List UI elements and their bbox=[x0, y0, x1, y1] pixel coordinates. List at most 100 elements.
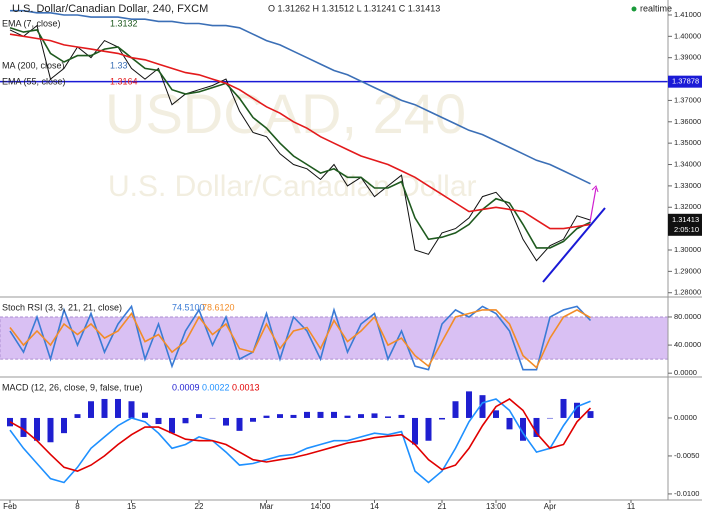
plot-layer bbox=[0, 9, 669, 484]
legend-value: 78.6120 bbox=[202, 302, 235, 312]
histogram-bar bbox=[412, 417, 418, 445]
series-line bbox=[9, 33, 591, 230]
legend-name: EMA (55, close) bbox=[2, 76, 66, 86]
y-tick-label: 1.40000 bbox=[674, 31, 701, 40]
histogram-bar bbox=[196, 414, 202, 418]
x-tick-label: 11 bbox=[627, 502, 636, 511]
y-tick-label: 1.33000 bbox=[674, 181, 701, 190]
panel-title: Stoch RSI (3, 3, 21, 21, close) bbox=[2, 302, 122, 312]
series-line bbox=[9, 24, 591, 262]
series-line bbox=[9, 304, 592, 371]
status-dot bbox=[631, 6, 637, 12]
histogram-bar bbox=[263, 415, 270, 418]
x-tick-label: 22 bbox=[195, 502, 204, 511]
y-tick-label: 1.34000 bbox=[674, 160, 701, 169]
histogram-bar bbox=[250, 417, 256, 422]
histogram-bar bbox=[358, 414, 364, 418]
chart-title: U.S. Dollar/Canadian Dollar, 240, FXCM bbox=[12, 3, 208, 15]
legend-value: 1.3132 bbox=[110, 18, 138, 28]
panel-title: MACD (12, 26, close, 9, false, true) bbox=[2, 382, 143, 392]
status: realtime bbox=[640, 3, 672, 13]
histogram-bar bbox=[533, 417, 540, 437]
x-tick-label: Apr bbox=[544, 502, 557, 511]
y-tick-label: -0.0050 bbox=[674, 451, 699, 460]
legend-value: 0.0013 bbox=[232, 382, 260, 392]
y-tick-label: 40.0000 bbox=[674, 340, 701, 349]
y-tick-label: 80.0000 bbox=[674, 312, 701, 321]
histogram-bar bbox=[277, 414, 283, 418]
x-tick-label: 15 bbox=[127, 502, 136, 511]
series-line bbox=[10, 9, 591, 185]
histogram-bar bbox=[547, 417, 553, 419]
y-tick-label: 1.36000 bbox=[674, 117, 701, 126]
histogram-bar bbox=[20, 417, 27, 437]
histogram-bar bbox=[169, 417, 175, 434]
histogram-bar bbox=[331, 411, 337, 418]
y-tick-label: -0.0100 bbox=[674, 489, 699, 498]
histogram-bar bbox=[479, 395, 486, 418]
histogram-bar bbox=[155, 417, 162, 425]
histogram-bar bbox=[61, 417, 67, 434]
legend-value: 1.3164 bbox=[110, 76, 138, 86]
y-tick-label: 1.41000 bbox=[674, 10, 701, 19]
histogram-bar bbox=[560, 398, 567, 418]
series-line bbox=[9, 398, 592, 472]
y-tick-label: 1.32000 bbox=[674, 202, 701, 211]
legend-name: EMA (7, close) bbox=[2, 18, 61, 28]
y-tick-label: 1.37000 bbox=[674, 95, 701, 104]
trend-line bbox=[542, 207, 606, 283]
histogram-bar bbox=[142, 412, 148, 418]
last-price-box bbox=[668, 213, 702, 236]
histogram-bar bbox=[128, 401, 135, 418]
histogram-bar bbox=[520, 417, 526, 441]
hline-label-box bbox=[668, 75, 702, 88]
countdown: 2:05:10 bbox=[674, 225, 699, 234]
y-tick-label: 1.28000 bbox=[674, 288, 701, 297]
watermark-sub: U.S. Dollar/Canadian Dollar bbox=[108, 170, 477, 203]
x-tick-label: 21 bbox=[438, 502, 447, 511]
histogram-bar bbox=[304, 411, 310, 418]
histogram-bar bbox=[101, 398, 108, 418]
x-tick-label: 8 bbox=[75, 502, 80, 511]
legend-value: 0.0022 bbox=[202, 382, 230, 392]
histogram-bar bbox=[290, 414, 297, 418]
hline-label: 1.37878 bbox=[672, 77, 699, 86]
histogram-bar bbox=[506, 417, 513, 430]
legend-name: MA (200, close) bbox=[2, 60, 65, 70]
histogram-bar bbox=[371, 413, 378, 418]
histogram-bar bbox=[88, 401, 94, 418]
histogram-bar bbox=[115, 398, 121, 418]
histogram-bar bbox=[587, 411, 594, 418]
histogram-bar bbox=[209, 417, 216, 419]
y-tick-label: 1.29000 bbox=[674, 266, 701, 275]
series-line bbox=[9, 308, 591, 369]
arrow-head bbox=[591, 185, 599, 193]
histogram-bar bbox=[182, 417, 189, 424]
histogram-bar bbox=[439, 417, 445, 420]
histogram-bar bbox=[74, 414, 81, 418]
histogram-bar bbox=[398, 414, 405, 418]
x-tick-label: Feb bbox=[3, 502, 17, 511]
y-tick-label: 1.39000 bbox=[674, 53, 701, 62]
legend-value: 1.33 bbox=[110, 60, 128, 70]
y-tick-label: 0.0000 bbox=[674, 413, 697, 422]
histogram-bar bbox=[385, 416, 391, 418]
histogram-bar bbox=[317, 411, 324, 418]
x-tick-label: Mar bbox=[260, 502, 274, 511]
series-line bbox=[9, 398, 591, 484]
histogram-bar bbox=[466, 391, 472, 418]
histogram-bar bbox=[223, 417, 229, 426]
histogram-bar bbox=[344, 415, 351, 418]
y-tick-label: 0.0000 bbox=[674, 368, 697, 377]
histogram-bar bbox=[425, 417, 432, 441]
x-tick-label: 13:00 bbox=[486, 502, 507, 511]
arrow bbox=[589, 187, 597, 223]
histogram-bar bbox=[47, 417, 54, 443]
x-tick-label: 14:00 bbox=[310, 502, 331, 511]
y-tick-label: 1.30000 bbox=[674, 245, 701, 254]
histogram-bar bbox=[236, 417, 243, 431]
ohlc: O 1.31262 H 1.31512 L 1.31241 C 1.31413 bbox=[268, 3, 440, 13]
histogram-bar bbox=[34, 417, 40, 441]
